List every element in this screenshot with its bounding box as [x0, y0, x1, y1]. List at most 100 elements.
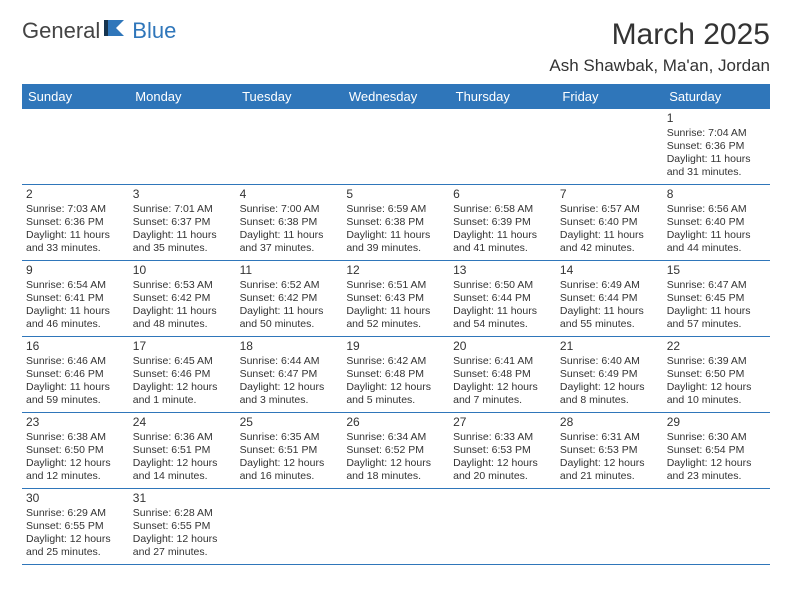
day-number: 31 — [133, 491, 232, 506]
daylight-text: Daylight: 11 hours and 37 minutes. — [240, 229, 339, 255]
daylight-text: Daylight: 12 hours and 10 minutes. — [667, 381, 766, 407]
day-number: 19 — [346, 339, 445, 354]
day-number: 28 — [560, 415, 659, 430]
day-header: Sunday — [22, 84, 129, 109]
calendar-day-cell: 7Sunrise: 6:57 AMSunset: 6:40 PMDaylight… — [556, 184, 663, 260]
sunrise-text: Sunrise: 6:46 AM — [26, 355, 125, 368]
sunset-text: Sunset: 6:43 PM — [346, 292, 445, 305]
sunrise-text: Sunrise: 6:49 AM — [560, 279, 659, 292]
day-number: 10 — [133, 263, 232, 278]
sunrise-text: Sunrise: 6:35 AM — [240, 431, 339, 444]
sunset-text: Sunset: 6:50 PM — [26, 444, 125, 457]
daylight-text: Daylight: 11 hours and 44 minutes. — [667, 229, 766, 255]
day-number: 4 — [240, 187, 339, 202]
sunset-text: Sunset: 6:48 PM — [453, 368, 552, 381]
daylight-text: Daylight: 11 hours and 50 minutes. — [240, 305, 339, 331]
day-number: 8 — [667, 187, 766, 202]
sunrise-text: Sunrise: 6:39 AM — [667, 355, 766, 368]
day-number: 25 — [240, 415, 339, 430]
calendar-week-row: 16Sunrise: 6:46 AMSunset: 6:46 PMDayligh… — [22, 336, 770, 412]
sunrise-text: Sunrise: 6:34 AM — [346, 431, 445, 444]
calendar-day-cell: 20Sunrise: 6:41 AMSunset: 6:48 PMDayligh… — [449, 336, 556, 412]
daylight-text: Daylight: 11 hours and 54 minutes. — [453, 305, 552, 331]
day-number: 11 — [240, 263, 339, 278]
day-number: 14 — [560, 263, 659, 278]
sunrise-text: Sunrise: 6:41 AM — [453, 355, 552, 368]
sunrise-text: Sunrise: 6:30 AM — [667, 431, 766, 444]
daylight-text: Daylight: 12 hours and 12 minutes. — [26, 457, 125, 483]
day-header: Wednesday — [342, 84, 449, 109]
sunrise-text: Sunrise: 6:56 AM — [667, 203, 766, 216]
daylight-text: Daylight: 11 hours and 48 minutes. — [133, 305, 232, 331]
sunset-text: Sunset: 6:39 PM — [453, 216, 552, 229]
daylight-text: Daylight: 11 hours and 55 minutes. — [560, 305, 659, 331]
calendar-day-cell: 6Sunrise: 6:58 AMSunset: 6:39 PMDaylight… — [449, 184, 556, 260]
day-number: 5 — [346, 187, 445, 202]
sunset-text: Sunset: 6:48 PM — [346, 368, 445, 381]
logo: General Blue — [22, 18, 176, 44]
sunrise-text: Sunrise: 7:03 AM — [26, 203, 125, 216]
sunrise-text: Sunrise: 6:57 AM — [560, 203, 659, 216]
day-number: 20 — [453, 339, 552, 354]
calendar-day-cell: 29Sunrise: 6:30 AMSunset: 6:54 PMDayligh… — [663, 412, 770, 488]
sunset-text: Sunset: 6:38 PM — [240, 216, 339, 229]
sunrise-text: Sunrise: 6:44 AM — [240, 355, 339, 368]
sunset-text: Sunset: 6:47 PM — [240, 368, 339, 381]
daylight-text: Daylight: 11 hours and 33 minutes. — [26, 229, 125, 255]
calendar-day-cell: 16Sunrise: 6:46 AMSunset: 6:46 PMDayligh… — [22, 336, 129, 412]
day-header: Friday — [556, 84, 663, 109]
sunset-text: Sunset: 6:44 PM — [560, 292, 659, 305]
calendar-day-cell: 15Sunrise: 6:47 AMSunset: 6:45 PMDayligh… — [663, 260, 770, 336]
sunrise-text: Sunrise: 6:58 AM — [453, 203, 552, 216]
sunrise-text: Sunrise: 6:59 AM — [346, 203, 445, 216]
calendar-header-row: SundayMondayTuesdayWednesdayThursdayFrid… — [22, 84, 770, 109]
calendar-day-cell: 5Sunrise: 6:59 AMSunset: 6:38 PMDaylight… — [342, 184, 449, 260]
daylight-text: Daylight: 11 hours and 35 minutes. — [133, 229, 232, 255]
calendar-day-cell: 24Sunrise: 6:36 AMSunset: 6:51 PMDayligh… — [129, 412, 236, 488]
sunset-text: Sunset: 6:54 PM — [667, 444, 766, 457]
daylight-text: Daylight: 11 hours and 39 minutes. — [346, 229, 445, 255]
sunset-text: Sunset: 6:42 PM — [240, 292, 339, 305]
calendar-day-cell: 11Sunrise: 6:52 AMSunset: 6:42 PMDayligh… — [236, 260, 343, 336]
sunset-text: Sunset: 6:36 PM — [26, 216, 125, 229]
calendar-table: SundayMondayTuesdayWednesdayThursdayFrid… — [22, 84, 770, 565]
calendar-day-cell: 4Sunrise: 7:00 AMSunset: 6:38 PMDaylight… — [236, 184, 343, 260]
sunset-text: Sunset: 6:40 PM — [560, 216, 659, 229]
sunrise-text: Sunrise: 6:45 AM — [133, 355, 232, 368]
day-number: 29 — [667, 415, 766, 430]
day-number: 21 — [560, 339, 659, 354]
header: General Blue March 2025 Ash Shawbak, Ma'… — [22, 18, 770, 82]
calendar-day-cell: 10Sunrise: 6:53 AMSunset: 6:42 PMDayligh… — [129, 260, 236, 336]
sunset-text: Sunset: 6:46 PM — [133, 368, 232, 381]
calendar-day-cell: 23Sunrise: 6:38 AMSunset: 6:50 PMDayligh… — [22, 412, 129, 488]
sunrise-text: Sunrise: 6:40 AM — [560, 355, 659, 368]
sunset-text: Sunset: 6:41 PM — [26, 292, 125, 305]
calendar-day-cell: 31Sunrise: 6:28 AMSunset: 6:55 PMDayligh… — [129, 488, 236, 564]
calendar-day-cell: 28Sunrise: 6:31 AMSunset: 6:53 PMDayligh… — [556, 412, 663, 488]
daylight-text: Daylight: 12 hours and 14 minutes. — [133, 457, 232, 483]
sunrise-text: Sunrise: 6:54 AM — [26, 279, 125, 292]
sunrise-text: Sunrise: 6:36 AM — [133, 431, 232, 444]
calendar-day-cell: 3Sunrise: 7:01 AMSunset: 6:37 PMDaylight… — [129, 184, 236, 260]
daylight-text: Daylight: 12 hours and 5 minutes. — [346, 381, 445, 407]
sunset-text: Sunset: 6:52 PM — [346, 444, 445, 457]
daylight-text: Daylight: 11 hours and 31 minutes. — [667, 153, 766, 179]
sunset-text: Sunset: 6:53 PM — [560, 444, 659, 457]
daylight-text: Daylight: 11 hours and 59 minutes. — [26, 381, 125, 407]
calendar-week-row: 2Sunrise: 7:03 AMSunset: 6:36 PMDaylight… — [22, 184, 770, 260]
calendar-day-cell: 17Sunrise: 6:45 AMSunset: 6:46 PMDayligh… — [129, 336, 236, 412]
daylight-text: Daylight: 12 hours and 7 minutes. — [453, 381, 552, 407]
day-header: Thursday — [449, 84, 556, 109]
calendar-day-cell: 27Sunrise: 6:33 AMSunset: 6:53 PMDayligh… — [449, 412, 556, 488]
day-number: 6 — [453, 187, 552, 202]
day-number: 16 — [26, 339, 125, 354]
sunset-text: Sunset: 6:51 PM — [240, 444, 339, 457]
sunset-text: Sunset: 6:55 PM — [133, 520, 232, 533]
sunrise-text: Sunrise: 6:33 AM — [453, 431, 552, 444]
calendar-empty-cell — [22, 109, 129, 184]
sunset-text: Sunset: 6:42 PM — [133, 292, 232, 305]
sunrise-text: Sunrise: 6:38 AM — [26, 431, 125, 444]
calendar-empty-cell — [449, 109, 556, 184]
daylight-text: Daylight: 12 hours and 1 minute. — [133, 381, 232, 407]
sunrise-text: Sunrise: 6:31 AM — [560, 431, 659, 444]
